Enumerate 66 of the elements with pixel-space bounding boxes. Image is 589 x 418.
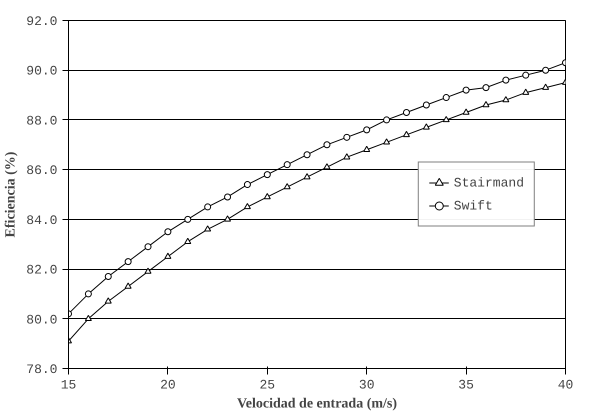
point	[224, 193, 232, 200]
point	[363, 126, 370, 134]
point	[144, 243, 152, 250]
point	[104, 297, 112, 304]
point	[84, 314, 92, 322]
point	[244, 181, 251, 188]
x-tick-label: 35	[458, 378, 474, 392]
point	[383, 116, 390, 124]
point	[264, 193, 271, 200]
y-tick-label: 88.0	[26, 113, 58, 128]
point	[542, 66, 550, 74]
point	[402, 130, 410, 138]
point	[304, 173, 311, 180]
point	[522, 88, 530, 95]
point	[204, 225, 212, 232]
point	[164, 228, 172, 236]
point	[284, 161, 291, 168]
point	[323, 163, 330, 170]
point	[184, 216, 192, 223]
point	[422, 102, 430, 109]
point	[383, 138, 390, 145]
point	[104, 273, 112, 280]
point	[343, 134, 350, 141]
point	[442, 116, 450, 122]
point	[244, 202, 251, 210]
point	[284, 183, 291, 190]
point	[502, 96, 510, 102]
point	[304, 151, 311, 158]
x-tick-label: 25	[260, 378, 276, 392]
point	[402, 108, 410, 116]
point	[204, 203, 212, 210]
point	[482, 84, 490, 92]
legend-label: Swift	[454, 198, 493, 213]
point	[164, 252, 172, 259]
point	[264, 171, 271, 178]
y-tick-label: 86.0	[26, 163, 58, 178]
x-tick-label: 40	[558, 378, 574, 392]
point	[124, 258, 132, 266]
legend-label: Stairmand	[454, 175, 524, 190]
point	[184, 238, 192, 244]
point	[542, 84, 550, 90]
point	[144, 268, 152, 274]
point	[84, 290, 92, 298]
point	[522, 72, 530, 79]
point	[482, 101, 490, 108]
point	[124, 282, 132, 289]
y-tick-label: 78.0	[26, 362, 58, 377]
y-tick-label: 82.0	[26, 262, 58, 278]
y-tick-label: 92.0	[26, 14, 58, 29]
point	[363, 146, 370, 152]
x-tick-label: 30	[358, 378, 375, 392]
point	[323, 141, 330, 148]
y-tick-label: 90.0	[26, 64, 58, 79]
point	[502, 76, 510, 84]
y-tick-label: 80.0	[26, 312, 58, 328]
point	[422, 123, 430, 130]
point	[343, 153, 350, 160]
point	[462, 108, 470, 115]
point	[224, 215, 232, 222]
point	[442, 94, 450, 102]
y-tick-label: 84.0	[26, 212, 58, 228]
x-tick-label: 20	[160, 378, 176, 392]
y-axis-title: Eficiencia (%)	[3, 151, 18, 238]
point	[462, 86, 470, 94]
x-axis-title: Velocidad de entrada (m/s)	[236, 396, 398, 412]
x-tick-label: 15	[60, 378, 76, 392]
